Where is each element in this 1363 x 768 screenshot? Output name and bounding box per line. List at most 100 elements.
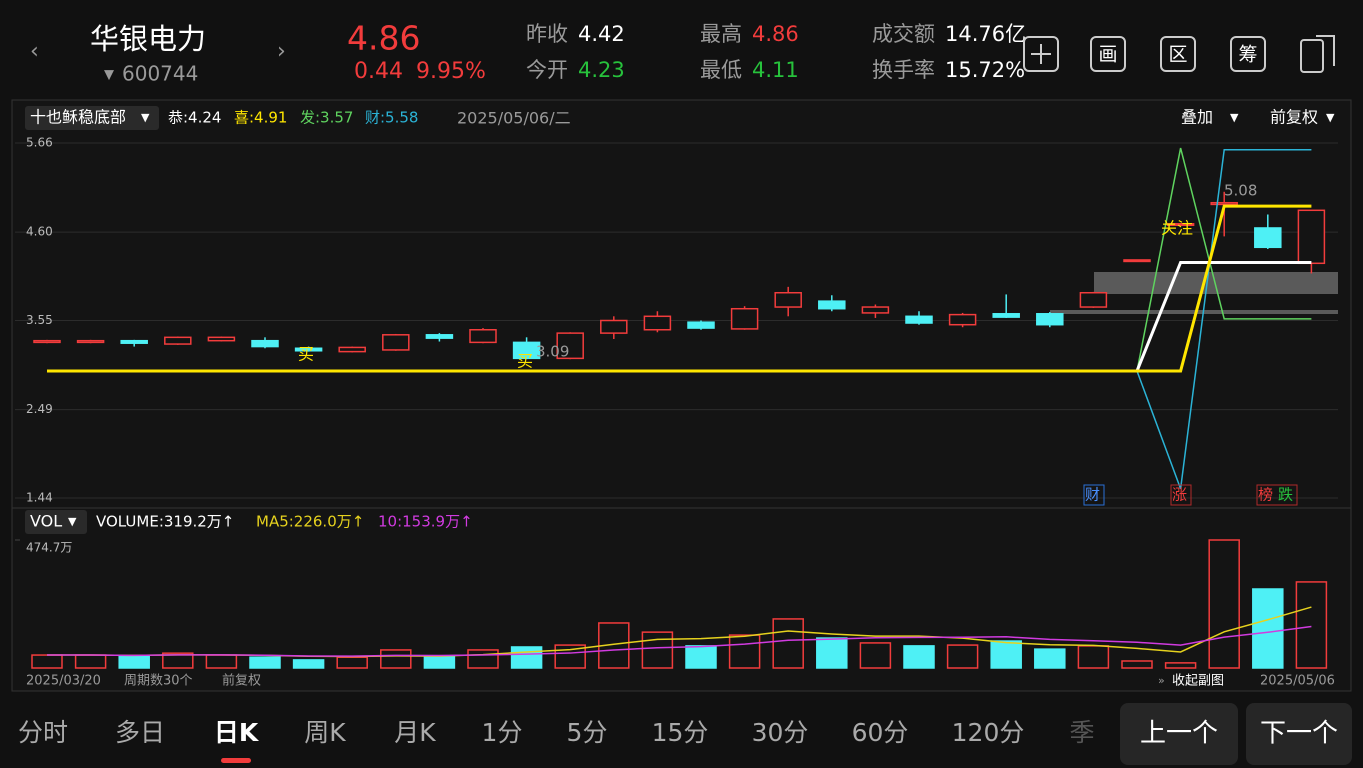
ma10-line	[47, 625, 1312, 657]
candle-body	[992, 313, 1020, 318]
candle-body	[512, 341, 541, 360]
collapse-button[interactable]: 收起副图	[1172, 674, 1224, 689]
stat-label: 昨收	[526, 22, 568, 46]
price-change: 0.44	[354, 59, 403, 84]
volume-bar	[772, 618, 804, 669]
end-date: 2025/05/06	[1260, 674, 1335, 689]
volume-bar	[1252, 588, 1284, 669]
period-tab[interactable]: 120分	[952, 718, 1025, 747]
period-tab[interactable]: 多日	[115, 718, 165, 747]
adjust-mode: 前复权	[222, 673, 261, 689]
candle-body	[948, 313, 977, 326]
overlay-button[interactable]: 叠加	[1181, 108, 1213, 127]
signal-label: 买	[517, 352, 533, 371]
icon-label: 筹	[1238, 44, 1257, 66]
candle-body	[1036, 313, 1064, 326]
stat-label: 今开	[526, 58, 568, 82]
add-button[interactable]	[1023, 36, 1059, 72]
marker: 涨	[1172, 486, 1187, 504]
add-icon	[1031, 44, 1051, 64]
candle-body	[1254, 227, 1282, 249]
stock-code: 600744	[122, 62, 198, 86]
collapse-icon: »	[1158, 674, 1165, 687]
icon-button[interactable]	[1160, 36, 1196, 72]
indicator-legend: 财:5.58	[365, 109, 418, 127]
y-tick-label: 2.49	[26, 402, 53, 416]
volume-bar	[1034, 648, 1066, 669]
volume-bar	[467, 649, 499, 669]
stat-label: 最高	[700, 22, 742, 46]
next-stock-arrow[interactable]: ›	[277, 39, 286, 64]
period-tab[interactable]: 日K	[214, 718, 260, 747]
period-tab[interactable]: 月K	[394, 718, 436, 747]
volume-bar	[641, 631, 674, 669]
period-tab[interactable]: 分时	[18, 718, 68, 747]
adjust-button[interactable]: 前复权	[1270, 108, 1318, 127]
indicator-dropdown[interactable]	[25, 106, 159, 130]
volume-bar	[903, 645, 935, 669]
volume-bar	[1208, 539, 1240, 669]
prev-button[interactable]: 上一个	[1140, 719, 1218, 749]
period-tab[interactable]: 15分	[652, 718, 709, 747]
period-tab[interactable]: 季	[1069, 718, 1094, 747]
volume-bar	[728, 634, 761, 669]
volume-bar	[380, 649, 412, 669]
candle-body	[818, 300, 846, 310]
share-button[interactable]	[1300, 39, 1324, 73]
candle-body	[469, 329, 497, 344]
stat-value: 15.72%	[945, 58, 1025, 82]
stock-name: 华银电力	[90, 22, 206, 56]
indicator-legend: 恭:4.24	[168, 109, 221, 127]
icon-button[interactable]	[1090, 36, 1126, 72]
period-tabs: 分时 多日 日K 周K 月K 1分 5分 15分 30分 60分 120分 季	[18, 718, 1095, 763]
candle-body	[294, 347, 323, 352]
volume-label: VOL	[30, 512, 62, 531]
volume-bar	[554, 644, 586, 669]
candle-body	[687, 321, 715, 329]
stat-label: 最低	[700, 58, 742, 82]
volume-bar	[685, 645, 717, 669]
volume-bar	[249, 656, 281, 669]
dropdown-arrow: ▼	[1230, 111, 1239, 124]
volume-bar	[292, 659, 325, 669]
candle-body	[600, 319, 628, 334]
candle-body	[905, 315, 933, 324]
start-date: 2025/03/20	[26, 674, 101, 689]
marker: 榜	[1258, 486, 1273, 504]
icon-label: 画	[1098, 44, 1117, 66]
marker-box	[1170, 484, 1192, 506]
period-tab[interactable]: 60分	[852, 718, 909, 747]
high-label: 5.08	[1224, 182, 1257, 200]
volume-bar	[510, 646, 543, 669]
candle-body	[1079, 291, 1108, 308]
stat-label: 换手率	[872, 58, 935, 82]
low-label: 3.09	[536, 343, 569, 361]
y-tick-label: 1.44	[26, 491, 53, 505]
prev-stock-arrow[interactable]: ‹	[30, 39, 39, 64]
next-button-bg[interactable]	[1246, 703, 1352, 765]
volume-chart: 474.7万	[15, 539, 1328, 669]
stat-value: 4.11	[752, 58, 799, 82]
period-count: 周期数30个	[124, 674, 193, 689]
volume-bar	[990, 640, 1022, 669]
candle-body	[164, 336, 192, 345]
prev-button-bg[interactable]	[1120, 703, 1238, 765]
toolbar: 画区筹	[1023, 35, 1335, 73]
volume-legend: MA5:226.0万↑	[256, 513, 364, 531]
candle-body	[251, 339, 279, 348]
volume-dropdown[interactable]	[25, 510, 87, 534]
period-tab[interactable]: 5分	[567, 718, 608, 747]
period-tab[interactable]: 周K	[304, 718, 346, 747]
next-button[interactable]: 下一个	[1260, 719, 1338, 749]
signal-label: 关注	[1161, 219, 1193, 238]
icon-label: 区	[1168, 44, 1187, 66]
marker-box	[1083, 484, 1105, 506]
stat-value: 4.23	[578, 58, 625, 82]
volume-legend: 10:153.9万↑	[378, 513, 473, 531]
period-tab[interactable]: 1分	[482, 718, 523, 747]
code-dropdown[interactable]: ▼	[104, 68, 114, 83]
period-tab[interactable]: 30分	[752, 718, 809, 747]
icon-button[interactable]	[1230, 36, 1266, 72]
